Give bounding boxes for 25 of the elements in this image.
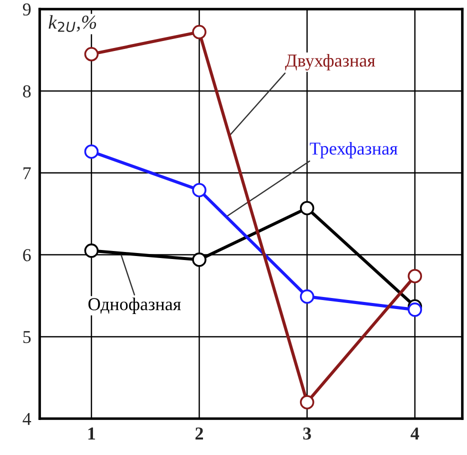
point	[300, 200, 314, 216]
text: Трехфазная	[310, 142, 398, 158]
y-tick-label: 5	[23, 331, 31, 344]
point	[408, 302, 422, 317]
point	[84, 244, 99, 258]
series-label: Однофазная	[88, 298, 181, 314]
point	[192, 252, 206, 267]
y-axis-title: k$_{2U}$,%	[48, 15, 96, 32]
x-tick-label: 3	[303, 428, 311, 440]
point	[192, 182, 206, 198]
point	[84, 46, 99, 62]
point	[408, 268, 422, 284]
y-tick-label: 6	[23, 249, 31, 262]
y-tick-label: 8	[23, 85, 31, 98]
point	[192, 24, 206, 40]
y-tick-label: 7	[24, 167, 31, 180]
x-tick-label: 2	[196, 428, 203, 440]
y-tick-label: 4	[22, 412, 32, 425]
point	[300, 395, 314, 410]
x-tick-label: 4	[410, 428, 420, 440]
point	[84, 144, 99, 159]
point	[300, 289, 314, 304]
y-tick-label: 9	[22, 3, 31, 16]
x-tick-label: 1	[88, 428, 96, 440]
text: Двухфазная	[285, 54, 376, 70]
